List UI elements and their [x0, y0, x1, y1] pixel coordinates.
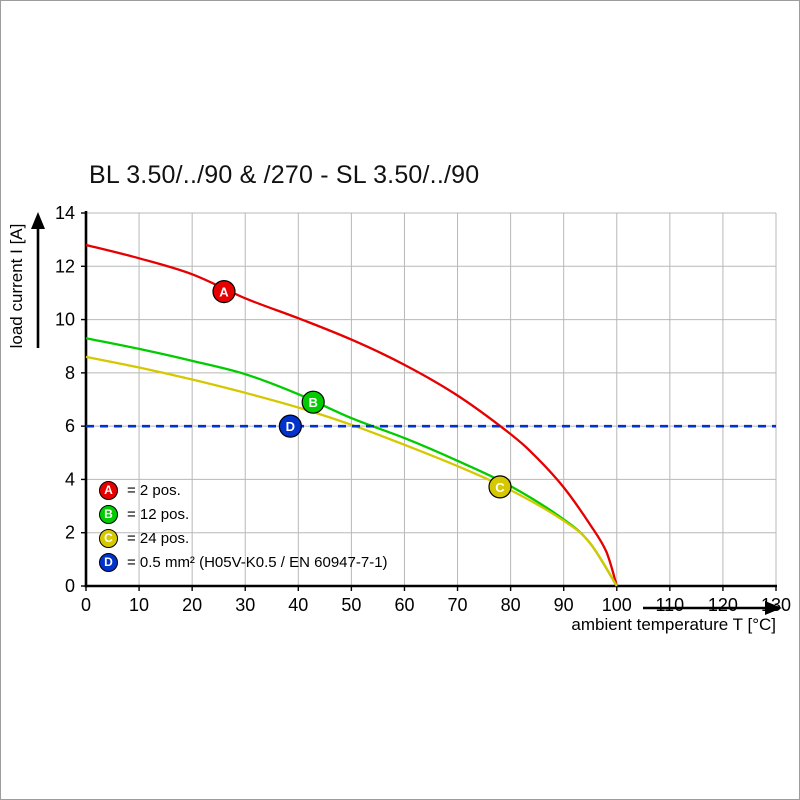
y-tick-label: 0	[65, 576, 75, 596]
y-tick-label: 14	[55, 203, 75, 223]
curve-markers: A B C D	[212, 279, 512, 499]
series-D-marker-letter: D	[286, 419, 295, 434]
curves	[85, 243, 776, 587]
x-tick-label: 110	[655, 595, 684, 615]
y-axis-label: load current I [A]	[7, 223, 26, 349]
x-tick-label: 70	[448, 595, 468, 615]
legend-label-d: = 0.5 mm² (H05V-K0.5 / EN 60947-7-1)	[127, 553, 388, 571]
legend-item-d: D = 0.5 mm² (H05V-K0.5 / EN 60947-7-1)	[99, 550, 388, 574]
legend-item-c: C = 24 pos.	[99, 526, 388, 550]
legend-marker-d-icon: D	[99, 552, 118, 572]
axis-arrows	[31, 212, 782, 615]
x-axis-arrow-head	[765, 601, 782, 615]
series-B-marker-letter: B	[308, 395, 317, 410]
legend-label-c: = 24 pos.	[127, 529, 190, 547]
x-tick-label: 60	[394, 595, 414, 615]
series-A-curve	[85, 243, 618, 587]
axes	[84, 211, 777, 588]
x-tick-label: 50	[341, 595, 361, 615]
x-axis-label: ambient temperature T [°C]	[571, 615, 776, 634]
series-A-marker-letter: A	[219, 285, 229, 300]
x-tick-label: 10	[129, 595, 149, 615]
series-D-marker	[278, 414, 302, 438]
legend-item-b: B = 12 pos.	[99, 502, 388, 526]
series-B-marker	[301, 390, 325, 414]
x-tick-label: 80	[501, 595, 521, 615]
chart-title: BL 3.50/../90 & /270 - SL 3.50/../90	[89, 161, 480, 189]
y-tick-label: 4	[65, 469, 75, 489]
x-tick-label: 0	[81, 595, 91, 615]
x-tick-label: 20	[182, 595, 202, 615]
y-tick-label: 8	[65, 363, 75, 383]
series-C-marker	[488, 475, 512, 499]
legend-label-a: = 2 pos.	[127, 481, 181, 499]
legend-marker-a-icon: A	[99, 480, 118, 500]
tick-labels: 0 10 20 30 40 50 60 70 80 90 100 110 120 130024681012…	[55, 203, 791, 615]
legend-marker-c-icon: C	[99, 528, 118, 548]
x-tick-label: 100	[602, 595, 632, 615]
y-tick-label: 10	[55, 310, 75, 330]
series-C-curve	[85, 355, 618, 587]
x-tick-label: 120	[708, 595, 738, 615]
series-A-marker	[212, 279, 236, 304]
x-tick-label: 90	[554, 595, 574, 615]
y-tick-label: 2	[65, 523, 75, 543]
y-axis-arrow-head	[31, 212, 45, 229]
x-tick-label: 30	[235, 595, 255, 615]
y-tick-label: 6	[65, 416, 75, 436]
axis-ticks	[81, 212, 777, 591]
series-C-marker-letter: C	[495, 480, 505, 495]
legend: A = 2 pos. B = 12 pos. C = 24 pos. D = 0…	[99, 478, 388, 574]
legend-label-b: = 12 pos.	[127, 505, 190, 523]
legend-item-a: A = 2 pos.	[99, 478, 388, 502]
legend-marker-b-icon: B	[99, 504, 118, 524]
y-tick-label: 12	[55, 256, 75, 276]
x-tick-label: 40	[288, 595, 308, 615]
